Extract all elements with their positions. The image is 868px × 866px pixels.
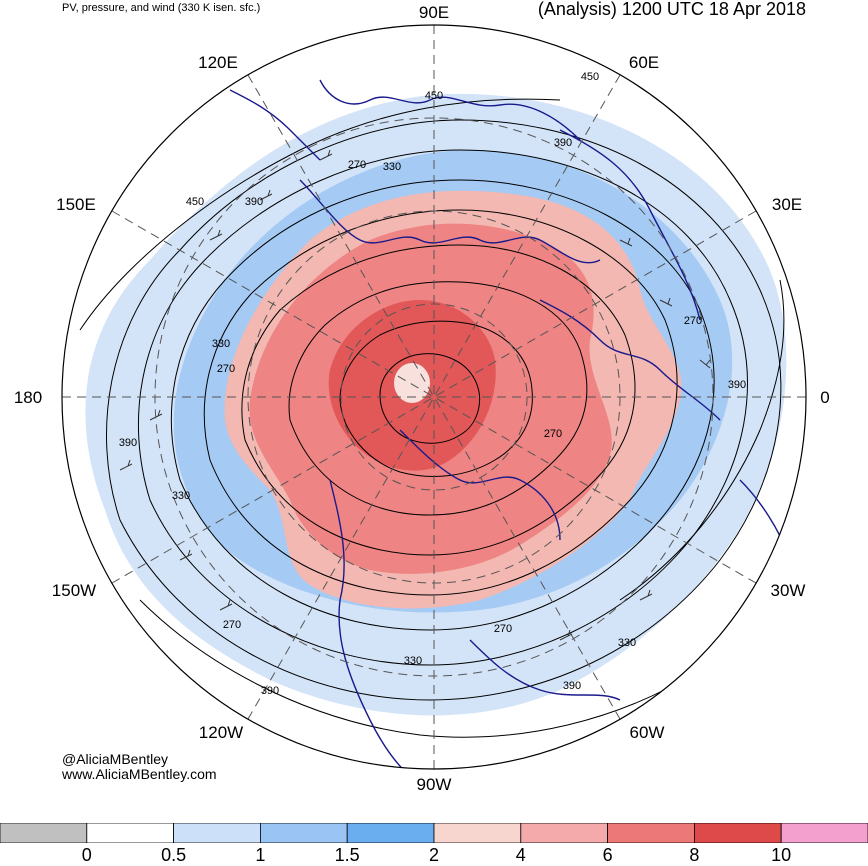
contour-label: 390 xyxy=(119,437,137,449)
colorbar-label: 10 xyxy=(771,845,792,865)
longitude-label: 0 xyxy=(820,388,829,407)
contour-label: 330 xyxy=(383,161,401,173)
contour-label: 390 xyxy=(261,685,279,697)
pv-minimum xyxy=(394,363,430,403)
contour-label: 330 xyxy=(618,637,636,649)
contour-label: 450 xyxy=(425,90,443,102)
colorbar-swatch xyxy=(0,823,88,843)
colorbar-swatch xyxy=(520,823,608,843)
map-title: (Analysis) 1200 UTC 18 Apr 2018 xyxy=(537,0,806,19)
contour-label: 270 xyxy=(217,363,235,375)
contour-label: 390 xyxy=(554,137,572,149)
contour-label: 390 xyxy=(728,379,746,391)
colorbar-swatch xyxy=(86,823,175,843)
colorbar-swatch xyxy=(694,823,782,843)
colorbar-swatch xyxy=(433,823,522,843)
credit-website: www.AliciaMBentley.com xyxy=(62,766,217,782)
colorbar-label: 2 xyxy=(428,845,440,865)
contour-label: 330 xyxy=(172,490,190,502)
contour-label: 450 xyxy=(186,196,204,208)
longitude-label: 120W xyxy=(199,723,243,742)
longitude-label: 150E xyxy=(56,195,96,214)
colorbar-swatch xyxy=(780,823,868,843)
longitude-label: 120E xyxy=(198,53,238,72)
contour-label: 330 xyxy=(212,338,230,350)
map-subtitle: PV, pressure, and wind (330 K isen. sfc.… xyxy=(62,2,261,14)
graticule xyxy=(62,25,806,769)
contour-label: 270 xyxy=(544,428,562,440)
colorbar-label: 0 xyxy=(81,845,92,865)
contour-label: 390 xyxy=(563,680,581,692)
longitude-label: 90W xyxy=(417,775,452,794)
contour-label: 270 xyxy=(348,159,366,171)
contour-label: 270 xyxy=(684,315,702,327)
colorbar-label: 6 xyxy=(602,845,613,865)
map-border xyxy=(61,24,807,770)
longitude-label: 60E xyxy=(629,53,659,72)
colorbar-label: 1.5 xyxy=(334,845,360,865)
colorbar-label: 8 xyxy=(689,845,700,865)
contour-label: 270 xyxy=(494,623,512,635)
longitude-label: 180 xyxy=(14,388,42,407)
coastlines xyxy=(229,79,791,769)
contour-label: 390 xyxy=(245,196,263,208)
colorbar xyxy=(0,823,868,843)
colorbar-swatch xyxy=(259,823,348,843)
colorbar-label: 4 xyxy=(515,845,526,865)
longitude-label: 30W xyxy=(771,581,806,600)
longitude-label: 60W xyxy=(630,723,665,742)
contour-label: 450 xyxy=(581,71,599,83)
colorbar-swatch xyxy=(173,823,261,843)
longitude-label: 30E xyxy=(772,195,802,214)
longitude-label: 150W xyxy=(52,581,96,600)
credit-twitter: @AliciaMBentley xyxy=(62,751,169,767)
contour-label: 330 xyxy=(404,655,422,667)
colorbar-label: 0.5 xyxy=(161,845,187,865)
wind-barbs xyxy=(119,149,711,641)
colorbar-swatch xyxy=(607,823,695,843)
contour-label: 270 xyxy=(223,619,241,631)
pressure-contours xyxy=(79,98,785,738)
longitude-label: 90E xyxy=(419,3,449,22)
colorbar-swatch xyxy=(346,823,435,843)
colorbar-label: 1 xyxy=(255,845,266,865)
